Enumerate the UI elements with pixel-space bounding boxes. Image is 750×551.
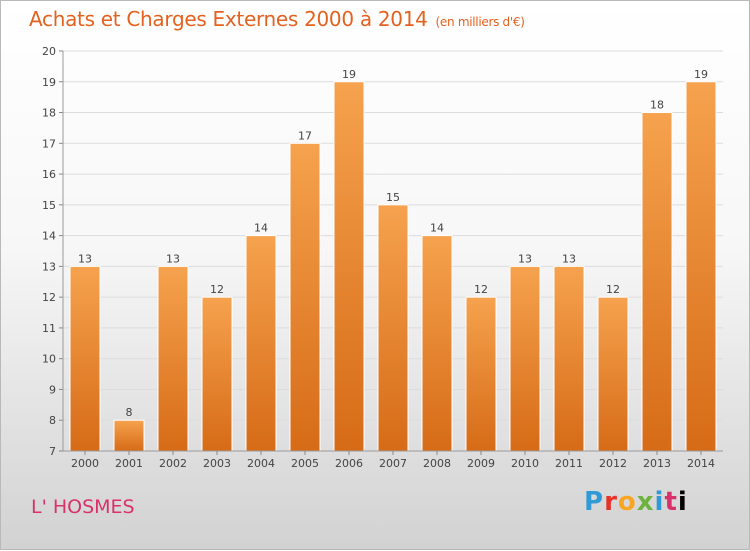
bar — [69, 265, 101, 452]
data-label: 14 — [254, 222, 268, 235]
logo-letter: i — [654, 487, 665, 517]
logo-letter: r — [604, 487, 618, 517]
y-tick-label: 7 — [49, 445, 56, 458]
x-tick-label: 2000 — [71, 457, 99, 470]
x-tick-label: 2009 — [467, 457, 495, 470]
logo-letter: t — [664, 487, 678, 517]
y-tick-label: 11 — [42, 322, 56, 335]
y-tick-label: 19 — [42, 76, 56, 89]
x-tick-label: 2002 — [159, 457, 187, 470]
y-tick-label: 8 — [49, 414, 56, 427]
y-tick-label: 10 — [42, 353, 56, 366]
y-tick-label: 12 — [42, 291, 56, 304]
data-label: 18 — [650, 99, 664, 112]
data-label: 17 — [298, 129, 312, 142]
y-tick-label: 13 — [42, 260, 56, 273]
data-label: 12 — [606, 283, 620, 296]
bars — [69, 81, 717, 452]
x-tick-label: 2007 — [379, 457, 407, 470]
bar — [597, 296, 629, 452]
bar — [465, 296, 497, 452]
proxiti-logo: Proxiti — [584, 487, 688, 517]
y-tick-label: 9 — [49, 383, 56, 396]
logo-letter: P — [584, 487, 605, 517]
data-label: 8 — [126, 406, 133, 419]
x-tick-label: 2006 — [335, 457, 363, 470]
bar — [201, 296, 233, 452]
logo-letter: x — [636, 487, 655, 517]
bar — [157, 265, 189, 452]
data-label: 13 — [562, 252, 576, 265]
y-tick-label: 18 — [42, 107, 56, 120]
logo-letter: i — [677, 487, 688, 517]
bar — [553, 265, 585, 452]
bar — [377, 204, 409, 452]
y-tick-label: 16 — [42, 168, 56, 181]
data-label: 12 — [210, 283, 224, 296]
bar — [289, 142, 321, 452]
data-labels: 13 8 13 12 14 17 19 15 14 12 13 13 12 18 19 — [78, 68, 708, 419]
x-tick-label: 2003 — [203, 457, 231, 470]
data-label: 13 — [518, 252, 532, 265]
bar — [641, 112, 673, 452]
x-tick-label: 2008 — [423, 457, 451, 470]
data-label: 14 — [430, 222, 444, 235]
x-tick-label: 2004 — [247, 457, 275, 470]
bar — [245, 235, 277, 452]
x-axis: 2000 2001 2002 2003 2004 2005 2006 2007 2008 2009… — [63, 450, 723, 470]
bar — [509, 265, 541, 452]
x-tick-label: 2011 — [555, 457, 583, 470]
bar — [685, 81, 717, 452]
x-tick-label: 2014 — [687, 457, 715, 470]
y-axis: 7 8 9 10 11 12 13 14 15 16 17 18 19 20 — [42, 45, 64, 458]
bar — [333, 81, 365, 452]
y-tick-label: 20 — [42, 45, 56, 58]
bar — [421, 235, 453, 452]
data-label: 12 — [474, 283, 488, 296]
data-label: 19 — [342, 68, 356, 81]
data-label: 13 — [166, 252, 180, 265]
x-tick-label: 2010 — [511, 457, 539, 470]
bar — [113, 419, 145, 452]
data-label: 15 — [386, 191, 400, 204]
chart-title-text: Achats et Charges Externes 2000 à 2014 — [29, 7, 428, 31]
chart-title: Achats et Charges Externes 2000 à 2014 (e… — [29, 7, 525, 31]
x-tick-label: 2012 — [599, 457, 627, 470]
location-name: L' HOSMES — [31, 496, 135, 518]
x-tick-label: 2005 — [291, 457, 319, 470]
x-tick-label: 2013 — [643, 457, 671, 470]
logo-letter: o — [617, 487, 637, 517]
chart-title-unit: (en milliers d'€) — [435, 15, 525, 29]
y-tick-label: 14 — [42, 230, 56, 243]
data-label: 19 — [694, 68, 708, 81]
x-tick-label: 2001 — [115, 457, 143, 470]
y-tick-label: 15 — [42, 199, 56, 212]
data-label: 13 — [78, 252, 92, 265]
y-tick-label: 17 — [42, 137, 56, 150]
